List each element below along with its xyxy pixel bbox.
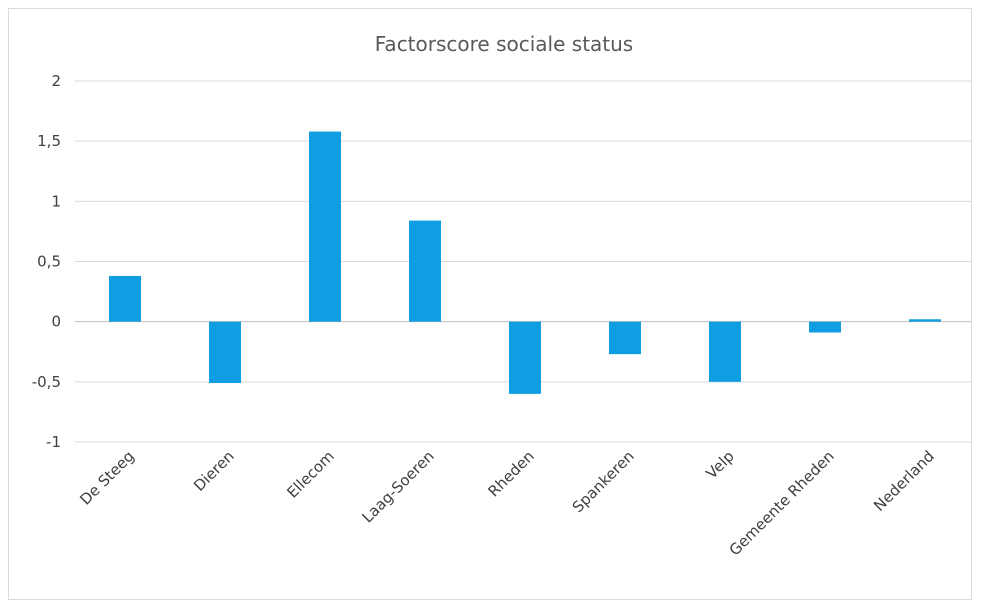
x-category-label: Nederland [870,447,938,515]
x-category-label: Velp [702,447,737,482]
y-tick-label: -0,5 [32,373,61,391]
x-category-label: Dieren [190,447,238,495]
x-category-label: Rheden [484,447,537,500]
chart-frame: Factorscore sociale status 2 1,5 1 0,5 0 -0,5… [8,8,972,600]
x-category-label: Ellecom [283,447,338,502]
bar [809,321,841,333]
x-category-label: Spankeren [569,447,638,516]
bar [509,321,541,394]
bar [909,319,941,322]
bar [609,321,641,355]
y-tick-label: 0 [51,313,61,331]
bar [109,275,141,322]
y-tick-label: 2 [51,72,61,90]
y-tick-label: -1 [46,433,61,451]
y-tick-label: 1,5 [37,132,61,150]
y-tick-label: 1 [51,192,61,210]
bar-chart: Factorscore sociale status 2 1,5 1 0,5 0 -0,5… [32,32,971,559]
y-axis-ticks: 2 1,5 1 0,5 0 -0,5 -1 [32,72,61,451]
x-category-label: Laag-Soeren [358,447,437,526]
bar [309,131,341,322]
bar [409,220,441,322]
y-tick-label: 0,5 [37,253,61,271]
bar [709,321,741,382]
chart-title: Factorscore sociale status [375,32,633,56]
bar [209,321,241,384]
x-axis-categories: De Steeg Dieren Ellecom Laag-Soeren Rheden Sp… [76,447,937,559]
x-category-label: De Steeg [76,447,137,508]
bars [109,131,941,394]
x-category-label: Gemeente Rheden [726,447,838,559]
